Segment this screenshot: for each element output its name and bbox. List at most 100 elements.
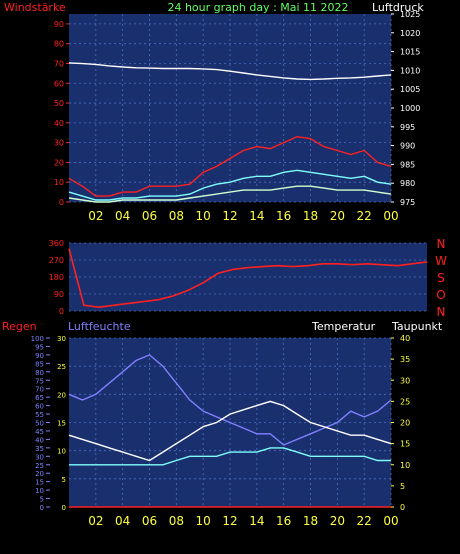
wind-direction-y-axis: 360 270 180 90 0 (49, 239, 64, 316)
wind-pressure-series (68, 62, 392, 203)
humidity-tick-label: 5 (62, 476, 66, 484)
rain-tick-label: 70 (35, 386, 44, 394)
pressure-y-axis: 975 980 985 990 995 1000 1005 1010 1015 1020 1025 (391, 10, 420, 207)
rain-tick-label: 50 (35, 420, 44, 428)
x-tick-label: 20 (330, 209, 345, 223)
compass-label: N (437, 237, 446, 251)
x-tick-label: 20 (330, 514, 345, 528)
humidity-tick-label: 25 (57, 363, 66, 371)
series-gust (68, 135, 392, 197)
rain-tick-label: 10 (35, 487, 44, 495)
wind-tick-label: 40 (54, 119, 64, 128)
wind-tick-label: 50 (54, 99, 64, 108)
rain-tick-label: 30 (35, 453, 44, 461)
series-taupunkt (69, 447, 391, 466)
humidity-tick-label: 20 (57, 391, 66, 399)
x-tick-label: 02 (88, 209, 103, 223)
x-tick-label: 04 (115, 209, 130, 223)
x-tick-label: 18 (303, 209, 318, 223)
x-tick-label: 04 (115, 514, 130, 528)
compass-label: W (435, 254, 447, 268)
direction-tick-label: 0 (59, 307, 64, 316)
temperatur-label: Temperatur (311, 320, 376, 333)
rain-tick-label: 25 (35, 462, 44, 470)
x-tick-label: 16 (276, 209, 291, 223)
wind-direction-panel (69, 243, 427, 311)
series-wind (68, 169, 392, 201)
temperature-tick-label: 0 (400, 503, 405, 512)
temperature-tick-label: 10 (400, 461, 410, 470)
rain-y-axis: 1009590858075706560555045403530252015105… (31, 335, 50, 512)
wind-tick-label: 80 (54, 40, 64, 49)
temp-humidity-series (68, 354, 392, 508)
x-tick-label: 22 (357, 209, 372, 223)
x-tick-label: 12 (222, 514, 237, 528)
wind-x-axis: 02 04 06 08 10 12 14 16 18 20 22 00 (88, 209, 398, 223)
humidity-tick-label: 0 (62, 504, 66, 512)
temperature-tick-label: 20 (400, 419, 410, 428)
x-tick-label: 02 (88, 514, 103, 528)
humidity-tick-label: 15 (57, 420, 66, 428)
x-tick-label: 22 (357, 514, 372, 528)
humidity-tick-label: 30 (57, 335, 66, 343)
pressure-tick-label: 1010 (400, 66, 420, 75)
series-temperatur (68, 400, 392, 462)
wind-tick-label: 90 (54, 20, 64, 29)
rain-tick-label: 40 (35, 436, 44, 444)
rain-tick-label: 20 (35, 470, 44, 478)
series-luftfeuchte (68, 354, 392, 446)
wind-direction-series (68, 248, 428, 309)
humidity-y-axis: 30 25 20 15 10 5 0 (57, 335, 66, 512)
rain-tick-label: 45 (35, 428, 44, 436)
series-luftdruck (68, 62, 392, 81)
rain-tick-label: 75 (35, 377, 44, 385)
temperature-tick-label: 30 (400, 376, 410, 385)
pressure-tick-label: 995 (400, 123, 415, 132)
x-tick-label: 06 (142, 514, 157, 528)
x-tick-label: 08 (169, 209, 184, 223)
series-wind-low (68, 185, 392, 203)
x-tick-label: 16 (276, 514, 291, 528)
wind-tick-label: 0 (59, 198, 64, 207)
luftdruck-label: Luftdruck (372, 1, 424, 14)
taupunkt-label: Taupunkt (391, 320, 443, 333)
luftfeuchte-label: Luftfeuchte (68, 320, 131, 333)
temperature-tick-label: 40 (400, 334, 410, 343)
compass-label: O (436, 288, 445, 302)
wind-tick-label: 30 (54, 139, 64, 148)
compass-label: S (437, 271, 445, 285)
wind-pressure-panel (69, 14, 391, 202)
direction-tick-label: 90 (54, 290, 64, 299)
rain-tick-label: 60 (35, 403, 44, 411)
temperature-y-axis: 40 35 30 25 20 15 10 5 0 (391, 334, 410, 512)
temperature-tick-label: 15 (400, 440, 410, 449)
pressure-tick-label: 1025 (400, 10, 420, 19)
humidity-tick-label: 10 (57, 448, 66, 456)
pressure-tick-label: 985 (400, 160, 415, 169)
temperature-tick-label: 5 (400, 482, 405, 491)
wind-tick-label: 70 (54, 59, 64, 68)
temperature-tick-label: 25 (400, 397, 410, 406)
x-tick-label: 10 (196, 514, 211, 528)
rain-tick-label: 85 (35, 360, 44, 368)
x-tick-label: 10 (196, 209, 211, 223)
pressure-tick-label: 1005 (400, 85, 420, 94)
x-tick-label: 18 (303, 514, 318, 528)
pressure-tick-label: 1000 (400, 104, 420, 113)
rain-tick-label: 80 (35, 369, 44, 377)
wind-y-axis: 0 10 20 30 40 50 60 70 80 90 (54, 20, 69, 207)
temp-x-axis: 02 04 06 08 10 12 14 16 18 20 22 00 (88, 514, 398, 528)
rain-tick-label: 90 (35, 352, 44, 360)
pressure-tick-label: 990 (400, 142, 415, 151)
x-tick-label: 08 (169, 514, 184, 528)
wind-tick-label: 60 (54, 79, 64, 88)
rain-tick-label: 95 (35, 343, 44, 351)
x-tick-label: 00 (383, 209, 398, 223)
direction-tick-label: 270 (49, 256, 64, 265)
direction-tick-label: 180 (49, 273, 64, 282)
pressure-tick-label: 1020 (400, 29, 420, 38)
regen-label: Regen (2, 320, 37, 333)
direction-tick-label: 360 (49, 239, 64, 248)
